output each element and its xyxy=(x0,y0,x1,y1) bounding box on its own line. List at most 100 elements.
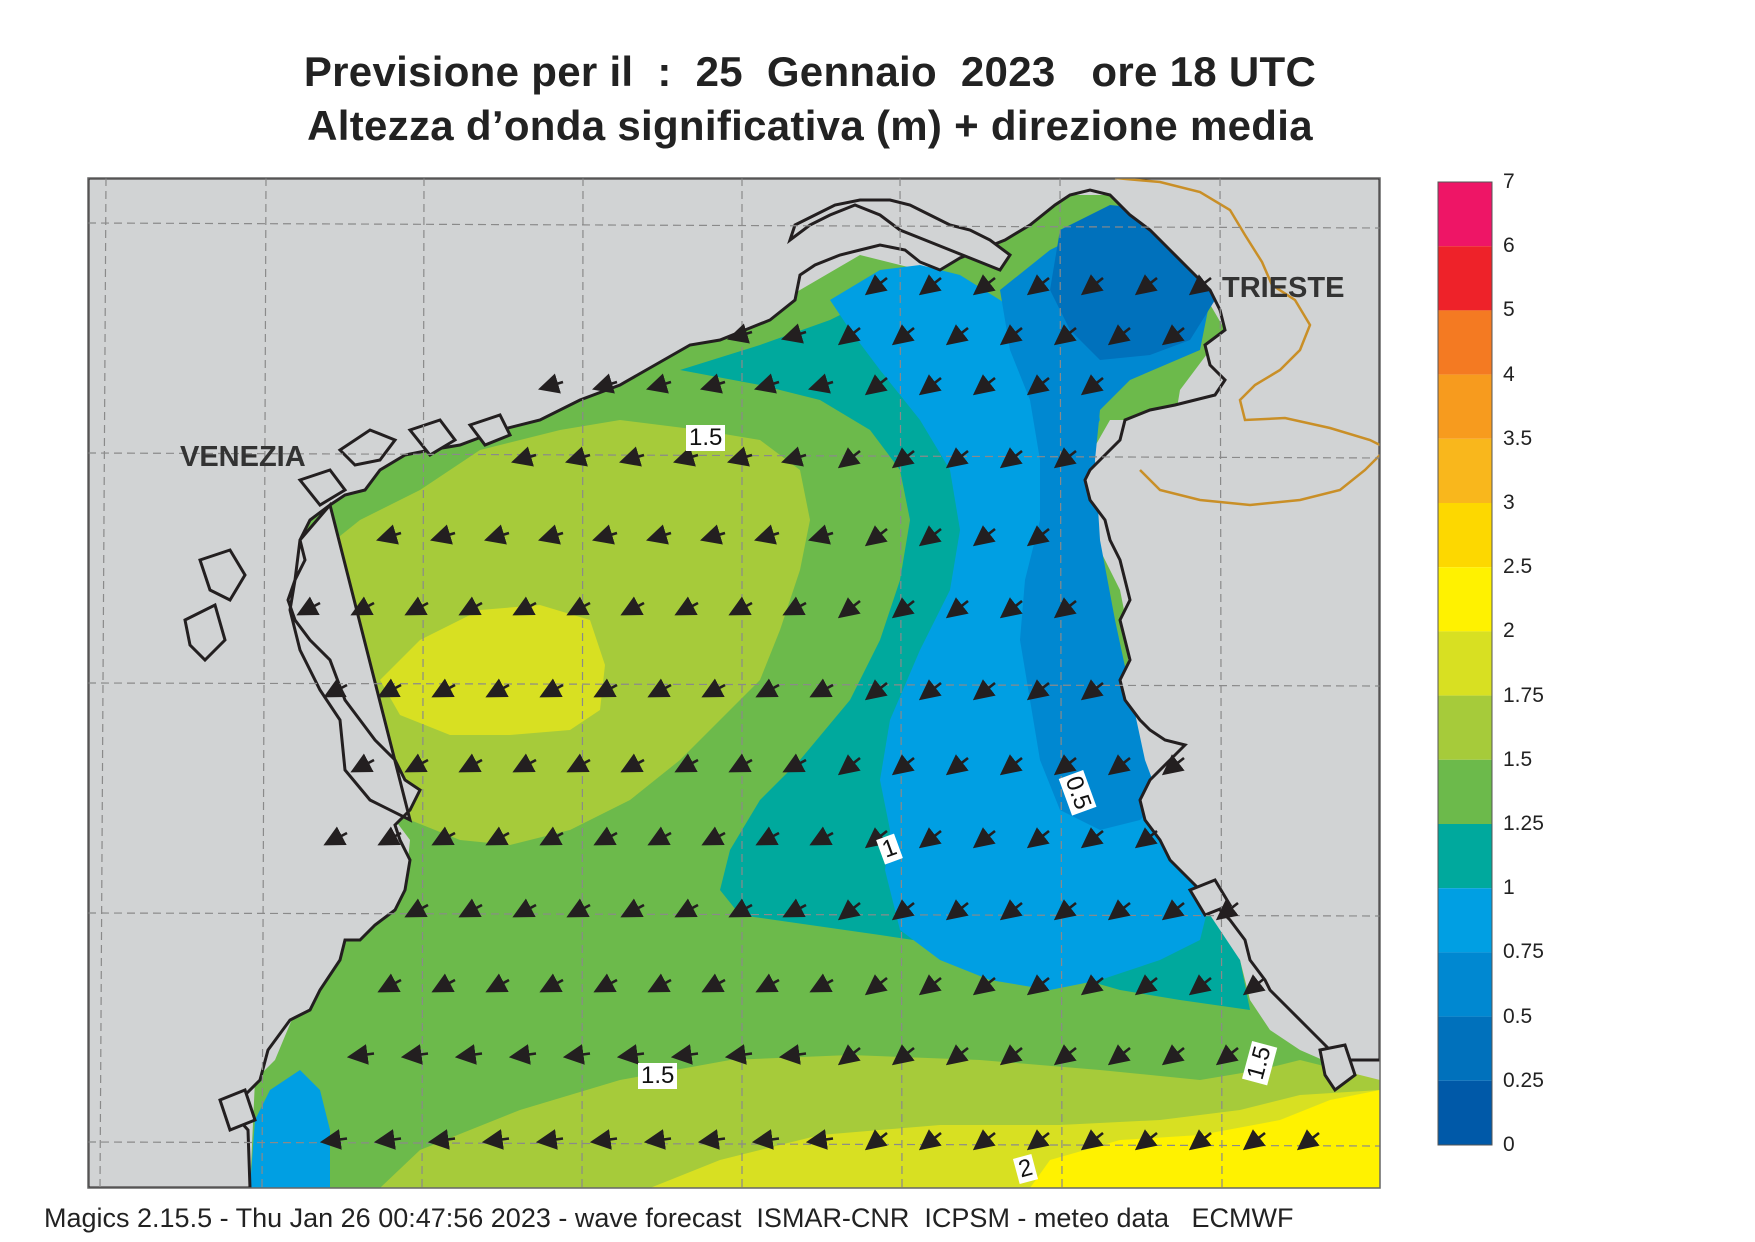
wave-direction-arrow xyxy=(1053,597,1077,619)
wave-direction-arrow xyxy=(1053,899,1077,921)
wave-direction-arrow xyxy=(647,973,672,993)
wave-direction-arrow xyxy=(674,898,699,918)
wave-direction-arrow xyxy=(945,754,969,776)
wave-direction-arrow xyxy=(1080,374,1104,396)
wave-direction-arrow xyxy=(1053,1044,1077,1066)
wave-direction-arrow xyxy=(891,447,915,469)
wave-direction-arrow xyxy=(670,1044,699,1065)
wave-direction-arrow xyxy=(1026,274,1050,296)
wave-direction-arrow xyxy=(972,827,996,849)
wave-direction-arrow xyxy=(485,678,510,698)
legend-swatch xyxy=(1438,952,1492,1017)
contour-0-50 xyxy=(1000,230,1210,830)
wave-direction-arrow xyxy=(701,973,726,993)
wave-direction-arrow xyxy=(1080,679,1104,701)
north-coast-land xyxy=(787,198,1013,272)
wave-direction-arrow xyxy=(562,1044,591,1065)
wave-direction-arrow xyxy=(755,678,780,698)
wave-direction-arrow xyxy=(458,898,483,918)
wave-direction-arrow xyxy=(701,678,726,698)
legend-swatch xyxy=(1438,246,1492,311)
wave-direction-arrow xyxy=(778,1044,807,1065)
wave-direction-arrow xyxy=(697,1129,726,1150)
wave-direction-arrow xyxy=(1080,827,1104,849)
wave-direction-arrow xyxy=(1134,1129,1158,1151)
legend-swatch xyxy=(1438,824,1492,889)
wave-direction-arrow xyxy=(1080,274,1104,296)
wave-direction-arrow xyxy=(1188,1129,1212,1151)
wave-direction-arrow xyxy=(1188,974,1212,996)
wave-direction-arrow xyxy=(782,753,807,773)
wave-direction-arrow xyxy=(350,753,375,773)
wave-direction-arrow xyxy=(673,446,699,467)
contour-1-75-core xyxy=(380,605,605,735)
wave-direction-arrow xyxy=(431,973,456,993)
wave-direction-arrow xyxy=(431,678,456,698)
wave-direction-arrow xyxy=(619,446,645,467)
wave-direction-arrow xyxy=(1134,827,1158,849)
wave-direction-arrow xyxy=(999,754,1023,776)
wave-direction-arrow xyxy=(864,374,888,396)
wave-direction-arrow xyxy=(782,898,807,918)
wave-direction-arrow xyxy=(377,678,402,698)
wave-direction-arrow xyxy=(999,597,1023,619)
wave-direction-arrow xyxy=(566,596,591,616)
wave-direction-arrows xyxy=(296,274,1320,1151)
wave-direction-arrow xyxy=(512,898,537,918)
legend-swatch xyxy=(1438,1016,1492,1081)
wave-direction-arrow xyxy=(918,679,942,701)
wave-direction-arrow xyxy=(427,1129,456,1150)
wave-direction-arrow xyxy=(701,826,726,846)
wave-direction-arrow xyxy=(589,1129,618,1150)
wave-direction-arrow xyxy=(837,1044,861,1066)
wave-direction-arrow xyxy=(972,525,996,547)
contour-label: 1.5 xyxy=(638,1063,678,1089)
wave-direction-arrow xyxy=(1188,274,1212,296)
wave-direction-arrow xyxy=(809,826,834,846)
wave-direction-arrow xyxy=(999,324,1023,346)
legend-tick-label: 1.75 xyxy=(1503,683,1544,707)
wave-direction-arrow xyxy=(891,754,915,776)
map-subtitle: Altezza d’onda significativa (m) + direz… xyxy=(307,102,1313,149)
legend-tick-label: 1.25 xyxy=(1503,812,1544,835)
wave-direction-arrow xyxy=(458,753,483,773)
wave-direction-arrow xyxy=(1026,374,1050,396)
wave-direction-arrow xyxy=(566,753,591,773)
wave-direction-arrow xyxy=(485,826,510,846)
legend-tick-label: 0.5 xyxy=(1503,1004,1533,1028)
wave-direction-arrow xyxy=(1053,324,1077,346)
wave-direction-arrow xyxy=(891,324,915,346)
wave-direction-arrow xyxy=(454,1044,483,1065)
legend-tick-label: 6 xyxy=(1503,234,1515,258)
wave-direction-arrow xyxy=(918,525,942,547)
wave-direction-arrow xyxy=(805,1129,834,1150)
city-label-venezia: VENEZIA xyxy=(180,441,306,473)
wave-direction-arrow xyxy=(972,274,996,296)
contour-label: 1.5 xyxy=(686,425,726,451)
wave-direction-arrow xyxy=(891,597,915,619)
legend-tick-label: 2 xyxy=(1503,619,1515,643)
wave-direction-arrow xyxy=(972,679,996,701)
legend-swatch xyxy=(1438,182,1492,247)
wave-direction-arrow xyxy=(535,1129,564,1150)
footer-credits: Magics 2.15.5 - Thu Jan 26 00:47:56 2023… xyxy=(44,1203,1294,1233)
wave-direction-arrow xyxy=(1134,974,1158,996)
wave-direction-arrow xyxy=(1296,1129,1320,1151)
wave-direction-arrow xyxy=(484,524,510,545)
wave-direction-arrow xyxy=(782,596,807,616)
wave-direction-arrow xyxy=(511,446,537,467)
wave-direction-arrow xyxy=(891,1044,915,1066)
wave-direction-arrow xyxy=(728,596,753,616)
wave-direction-arrow xyxy=(1161,899,1185,921)
legend-swatch xyxy=(1438,759,1492,824)
legend-swatch xyxy=(1438,374,1492,439)
wave-direction-arrow xyxy=(999,1044,1023,1066)
wave-direction-arrow xyxy=(1026,1129,1050,1151)
wave-direction-arrow xyxy=(945,597,969,619)
wave-direction-arrow xyxy=(377,826,402,846)
wave-direction-arrow xyxy=(377,973,402,993)
city-label-trieste: TRIESTE xyxy=(1222,272,1345,304)
wave-direction-arrow xyxy=(891,899,915,921)
wave-direction-arrow xyxy=(1107,324,1131,346)
